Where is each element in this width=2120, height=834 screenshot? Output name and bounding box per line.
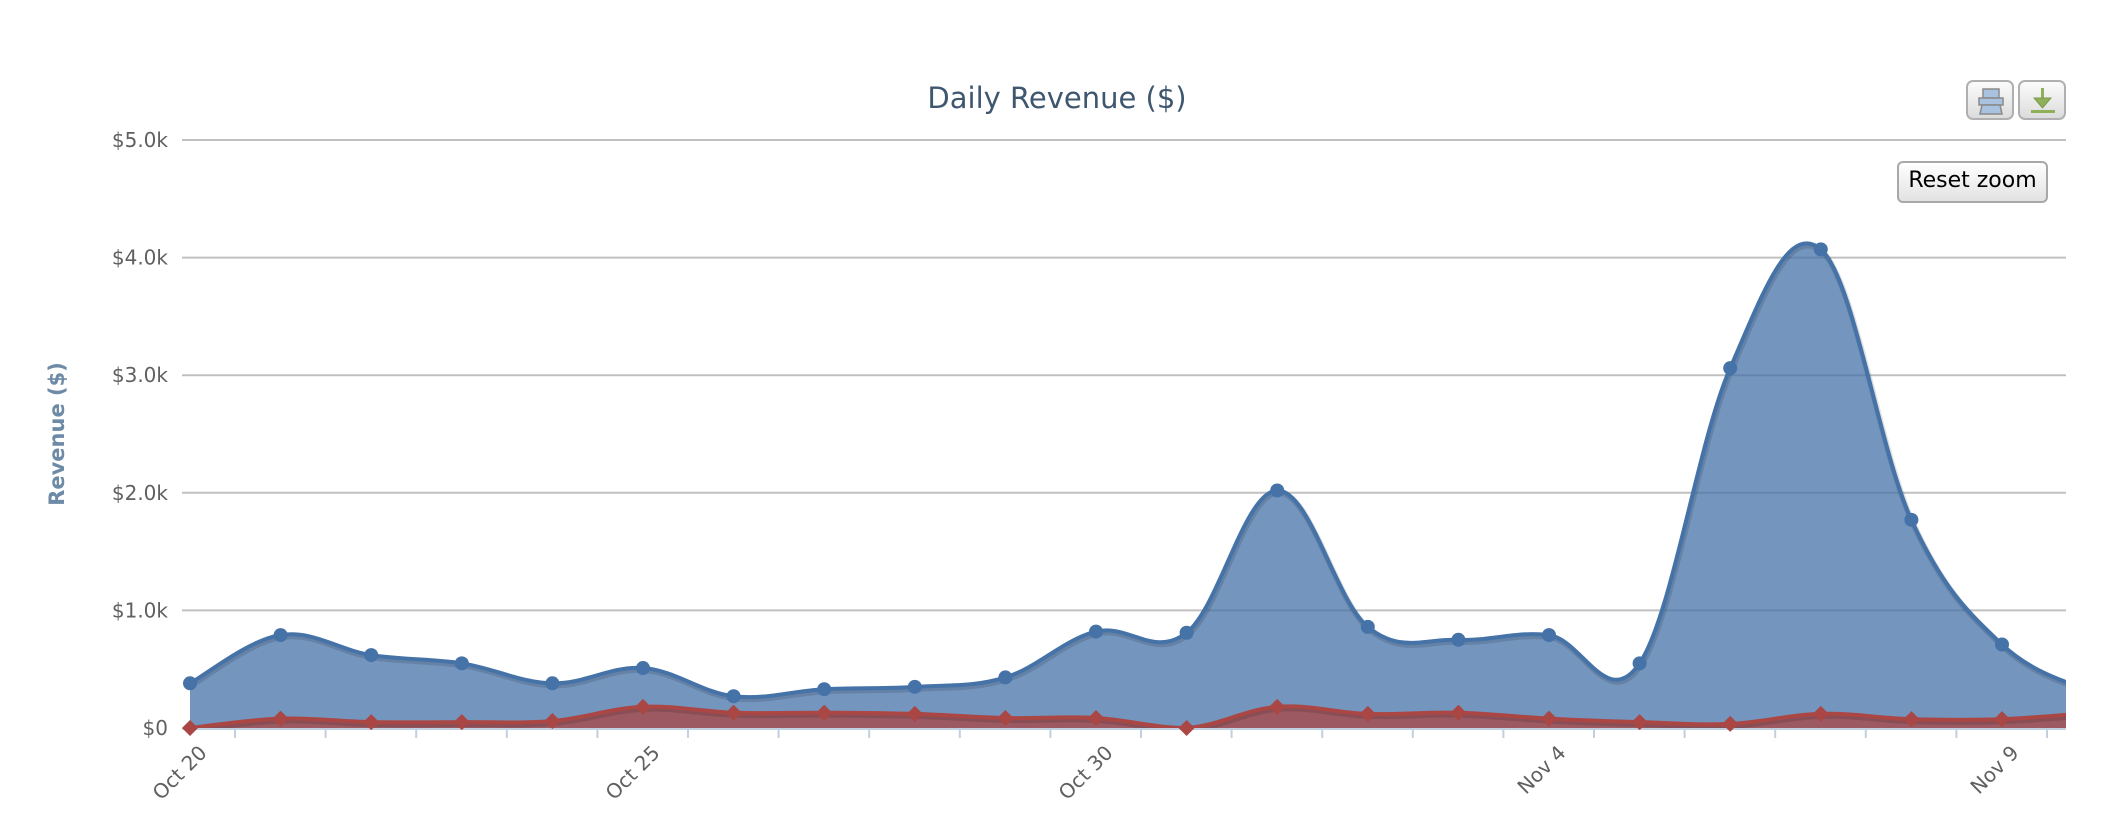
data-point [1088, 710, 1104, 727]
download-icon [2031, 88, 2055, 113]
area-revenue [190, 243, 2066, 728]
data-point [1178, 720, 1195, 736]
data-point [1722, 715, 1739, 732]
y-axis-ticks: $0 $1.0k $2.0k $3.0k $4.0k $5.0k [112, 128, 169, 740]
data-point [1542, 628, 1556, 643]
data-point [273, 628, 288, 643]
data-point [997, 710, 1014, 727]
data-point [1269, 698, 1286, 715]
data-point [1270, 483, 1285, 498]
data-point [544, 712, 561, 729]
data-point [454, 656, 469, 671]
export-button[interactable] [2018, 80, 2066, 120]
data-point [1632, 656, 1647, 671]
data-point [1631, 714, 1648, 731]
x-tick-label: Nov 4 [1512, 741, 1570, 799]
data-point [1541, 710, 1557, 727]
data-point [635, 698, 651, 715]
data-point [1813, 242, 1828, 257]
data-point [906, 705, 923, 722]
chart-title: Daily Revenue ($) [927, 81, 1186, 115]
x-axis: Oct 20 Oct 25 Oct 30 Nov 4 Nov 9 [148, 728, 2066, 804]
data-point [545, 676, 560, 691]
data-point [1360, 619, 1375, 634]
y-axis-title: Revenue ($) [45, 362, 69, 506]
data-point [363, 714, 380, 731]
data-point [183, 676, 197, 691]
markers-group [182, 242, 2010, 736]
data-point [816, 704, 833, 721]
data-point [1903, 711, 1920, 728]
y-tick-label: $0 [143, 716, 168, 740]
y-tick-label: $1.0k [112, 598, 169, 622]
data-point [1179, 625, 1194, 640]
data-point [1089, 624, 1103, 639]
data-point [182, 720, 198, 736]
data-point [726, 689, 741, 704]
printer-icon [1978, 88, 2004, 115]
y-tick-label: $5.0k [112, 128, 169, 152]
y-tick-label: $4.0k [112, 246, 169, 270]
data-point [1450, 704, 1467, 721]
data-point [364, 648, 379, 663]
data-point [1904, 512, 1919, 527]
data-point [453, 714, 470, 731]
data-point [1359, 705, 1376, 722]
line-secondary [189, 704, 2066, 729]
data-point [272, 710, 289, 727]
data-point [1812, 705, 1829, 722]
reset-zoom-button[interactable]: Reset zoom [1897, 161, 2048, 203]
data-point [636, 661, 650, 676]
data-point [817, 682, 832, 697]
data-point [907, 679, 922, 694]
data-point [1994, 711, 2010, 728]
x-tick-label: Oct 20 [148, 741, 212, 805]
print-button[interactable] [1966, 80, 2014, 120]
data-point [998, 670, 1013, 685]
data-point [1451, 632, 1466, 647]
series-group [189, 241, 2066, 729]
data-point [1723, 361, 1738, 376]
data-point [1995, 637, 2009, 652]
x-tick-label: Oct 30 [1054, 741, 1118, 805]
x-tick-label: Nov 9 [1965, 741, 2023, 799]
data-point [725, 704, 742, 721]
y-tick-label: $2.0k [112, 481, 169, 505]
y-tick-label: $3.0k [112, 363, 169, 387]
x-tick-label: Oct 25 [601, 741, 665, 805]
